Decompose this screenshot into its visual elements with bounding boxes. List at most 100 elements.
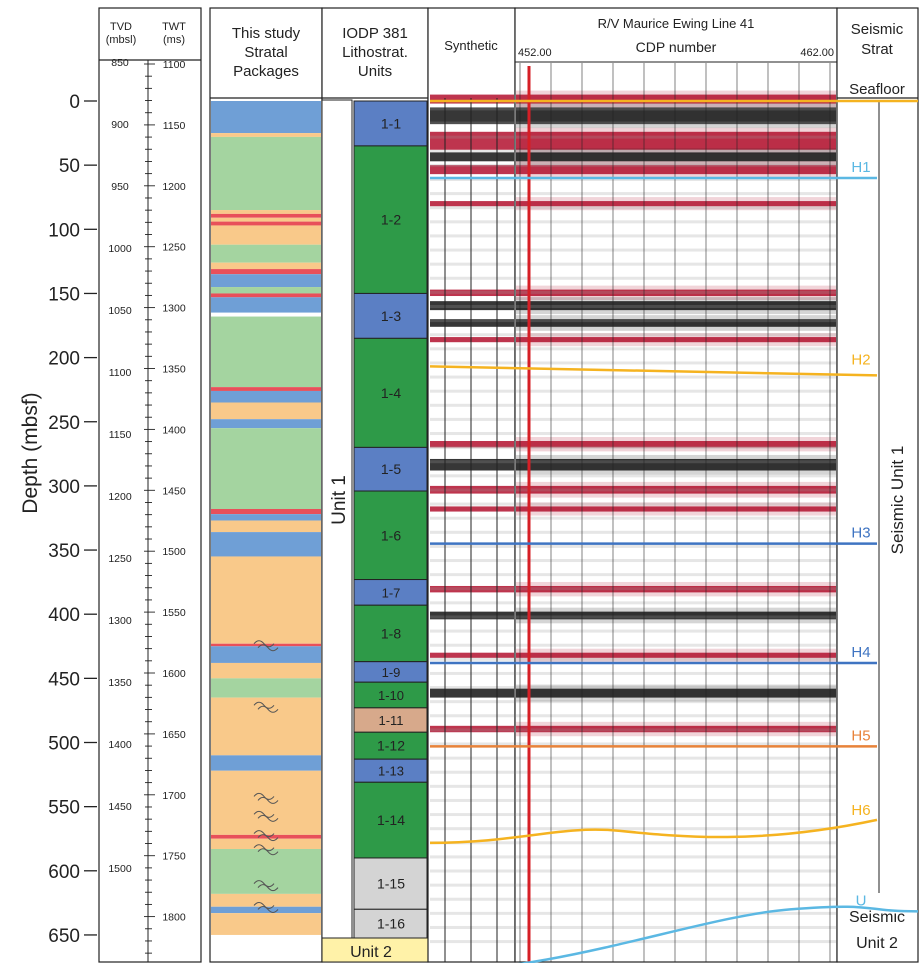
depth-tick-label: 600 xyxy=(48,862,80,883)
burrow-symbol-icon xyxy=(253,792,279,804)
seismic-reflector-red xyxy=(516,725,836,733)
stratal-band-blue xyxy=(211,532,321,557)
seismic-traces xyxy=(519,63,831,962)
twt-label: 1750 xyxy=(162,851,186,863)
seismic-reflector-halo xyxy=(516,297,836,315)
synthetic-band-black xyxy=(430,152,514,162)
twt-ticks: 1100 1150 1200 1250 1300 1350 1400 1450 1500 1550… xyxy=(144,59,186,954)
seismic-faint-reflector xyxy=(516,883,836,887)
seismic-faint-reflector xyxy=(516,135,836,139)
synthetic-faint-band xyxy=(430,177,514,181)
synthetic-faint-band xyxy=(430,671,514,675)
seismic-reflector-halo xyxy=(516,90,836,108)
depth-tick-label: 250 xyxy=(48,413,80,434)
synthetic-faint-band xyxy=(430,276,514,280)
stratal-band-green xyxy=(211,136,321,211)
synthetic-column: Synthetic xyxy=(427,7,516,963)
depth-tick-label: 400 xyxy=(48,605,80,626)
seismic-reflector-halo xyxy=(516,161,836,179)
stratal-band-red xyxy=(211,221,321,226)
synthetic-faint-band xyxy=(430,544,514,548)
seismic-faint-reflector xyxy=(516,192,836,196)
twt-units: (ms) xyxy=(163,34,185,46)
seismic-faint-reflector xyxy=(516,700,836,704)
seismic-faint-reflector xyxy=(516,925,836,929)
seismic-reflector-halo xyxy=(516,581,836,597)
seismic-faint-reflector xyxy=(516,502,836,506)
litho-unit-box xyxy=(353,731,428,760)
synthetic-faint-band xyxy=(430,629,514,633)
cdp-end: 462.00 xyxy=(800,47,834,59)
tvd-label: 1500 xyxy=(108,863,132,875)
stratal-band-orange xyxy=(211,217,321,222)
seismic-faint-reflector xyxy=(516,403,836,407)
synthetic-band-black xyxy=(430,611,514,620)
depth-tick-label: 650 xyxy=(48,926,80,947)
stratal-band-orange xyxy=(211,402,321,420)
seismic-faint-reflector xyxy=(516,686,836,690)
synthetic-faint-band xyxy=(430,107,514,111)
twt-label: 1800 xyxy=(162,912,186,924)
litho-unit-box xyxy=(353,292,428,339)
litho-unit-box xyxy=(353,781,428,859)
synthetic-faint-band xyxy=(430,657,514,661)
litho-unit-label: 1-14 xyxy=(377,812,405,828)
seismic-faint-reflector xyxy=(516,742,836,746)
seismic-faint-reflector xyxy=(516,220,836,224)
depth-tick-label: 550 xyxy=(48,798,80,819)
litho-unit-box xyxy=(353,857,428,910)
litho-unit-box xyxy=(353,681,428,709)
burrow-symbol-icon xyxy=(253,844,279,856)
stratal-band-orange xyxy=(211,210,321,214)
stratal-band-blue xyxy=(211,906,321,914)
seismic-faint-reflector xyxy=(516,544,836,548)
unit-1-label: Unit 1 xyxy=(329,475,350,525)
tvd-label: 1000 xyxy=(108,243,132,255)
tvd-units: (mbsl) xyxy=(106,34,137,46)
synthetic-faint-band xyxy=(430,347,514,351)
seismic-reflector-red xyxy=(516,201,836,207)
seismic-faint-reflector xyxy=(516,290,836,294)
seismic-faint-reflector xyxy=(516,530,836,534)
seismic-title: R/V Maurice Ewing Line 41 xyxy=(598,16,755,31)
seismic-reflector-halo xyxy=(516,502,836,516)
synthetic-band-red xyxy=(430,289,514,297)
seismic-faint-reflector xyxy=(516,107,836,111)
stratal-header-line-3: Packages xyxy=(233,63,299,80)
seismic-faint-reflector xyxy=(516,149,836,153)
twt-label: 1700 xyxy=(162,790,186,802)
seismic-strat-header-line-2: Strat xyxy=(861,41,894,58)
seismic-faint-reflector xyxy=(516,657,836,661)
synthetic-traces xyxy=(430,94,514,962)
tvd-header: TVD xyxy=(110,21,132,33)
depth-tick-label: 200 xyxy=(48,349,80,370)
seismic-faint-reflector xyxy=(516,841,836,845)
seismic-reflector-halo xyxy=(516,285,836,301)
seismic-faint-reflector xyxy=(516,319,836,323)
depth-ticks: 0 50 100 150 200 250 300 350 400 450 500 550 600 650 xyxy=(48,92,97,947)
stratal-band-blue xyxy=(211,390,321,403)
horizon-label: H5 xyxy=(851,727,870,744)
synthetic-faint-band xyxy=(430,248,514,252)
seismic-faint-reflector xyxy=(516,474,836,478)
synthetic-faint-band xyxy=(430,432,514,436)
tvd-label: 1300 xyxy=(108,615,132,627)
horizon-line xyxy=(429,818,878,845)
seismic-reflector-halo xyxy=(516,197,836,211)
synthetic-faint-band xyxy=(430,474,514,478)
seismic-reflector-halo xyxy=(516,481,836,498)
litho-unit-label: 1-8 xyxy=(381,625,401,641)
synthetic-band-red xyxy=(430,506,514,512)
litho-unit-box xyxy=(353,446,428,492)
synthetic-faint-band xyxy=(430,516,514,520)
horizon-line xyxy=(429,365,878,377)
cdp-start: 452.00 xyxy=(518,47,552,59)
stratal-band-orange xyxy=(211,893,321,907)
stratal-band-green xyxy=(211,848,321,894)
seismic-reflector-red xyxy=(516,131,836,150)
synthetic-band-black xyxy=(430,319,514,327)
stratal-band-blue xyxy=(211,101,321,134)
seismic-reflector-halo xyxy=(516,684,836,702)
seismic-faint-reflector xyxy=(516,304,836,308)
stratal-band-green xyxy=(211,316,321,388)
